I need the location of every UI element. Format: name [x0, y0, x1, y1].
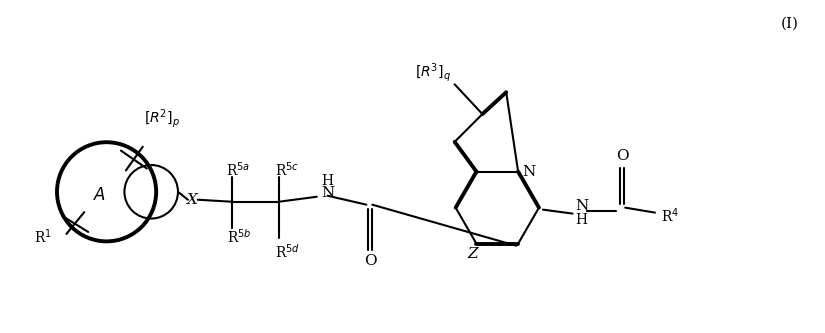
Text: $[R^3]_q$: $[R^3]_q$: [415, 61, 450, 84]
Text: R$^{5c}$: R$^{5c}$: [275, 161, 299, 179]
Text: R$^{5b}$: R$^{5b}$: [227, 227, 252, 245]
Text: N: N: [522, 165, 535, 178]
Text: H: H: [322, 174, 334, 188]
Text: X: X: [187, 193, 198, 207]
Text: (I): (I): [780, 16, 799, 30]
Text: R$^4$: R$^4$: [661, 206, 679, 225]
Text: $A$: $A$: [93, 187, 106, 204]
Text: N: N: [321, 186, 334, 200]
Text: Z: Z: [467, 247, 478, 261]
Text: R$^1$: R$^1$: [34, 227, 52, 246]
Text: O: O: [616, 149, 629, 163]
Text: R$^{5d}$: R$^{5d}$: [275, 242, 299, 260]
Text: R$^{5a}$: R$^{5a}$: [226, 161, 251, 179]
Text: O: O: [364, 254, 377, 268]
Text: N: N: [575, 199, 588, 213]
Text: $[R^2]_p$: $[R^2]_p$: [144, 107, 180, 130]
Text: H: H: [576, 212, 587, 226]
